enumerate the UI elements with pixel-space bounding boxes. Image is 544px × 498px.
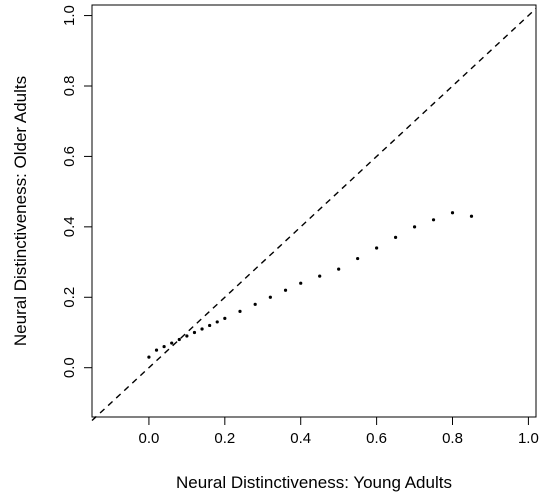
scatter-point	[375, 246, 379, 250]
scatter-point	[170, 341, 174, 345]
x-axis-label: Neural Distinctiveness: Young Adults	[176, 473, 452, 492]
scatter-point	[177, 337, 181, 342]
scatter-point	[200, 327, 204, 331]
x-tick-label: 0.4	[290, 430, 311, 447]
y-tick-label: 0.0	[61, 357, 78, 378]
scatter-point	[238, 309, 242, 313]
scatter-point	[154, 348, 159, 352]
scatter-point	[393, 235, 398, 240]
y-axis: 0.0 0.2 0.4 0.6 0.8 1.0	[61, 5, 92, 378]
plot-frame	[91, 4, 537, 418]
x-tick-label: 0.0	[138, 430, 159, 447]
x-axis: 0.0 0.2 0.4 0.6 0.8 1.0	[138, 417, 539, 447]
scatter-point	[318, 274, 322, 278]
identity-reference-line	[91, 8, 537, 422]
x-tick-label: 0.8	[442, 430, 463, 447]
scatter-point	[162, 344, 166, 349]
y-tick-label: 1.0	[61, 5, 78, 26]
scatter-point	[469, 214, 474, 218]
scatter-point	[356, 256, 360, 261]
scatter-point	[337, 267, 341, 271]
scatter-point	[299, 281, 303, 285]
scatter-point	[215, 320, 219, 324]
y-tick-label: 0.6	[61, 146, 78, 167]
scatter-point	[223, 316, 227, 321]
scatter-point	[147, 355, 151, 359]
scatter-point	[192, 330, 197, 335]
scatter-point	[283, 288, 288, 292]
scatter-points	[147, 211, 474, 359]
scatter-point	[268, 295, 272, 299]
scatter-point	[450, 211, 455, 215]
y-axis-label: Neural Distinctiveness: Older Adults	[11, 76, 30, 346]
x-tick-label: 0.6	[366, 430, 387, 447]
y-tick-label: 0.2	[61, 287, 78, 308]
scatter-point	[185, 334, 189, 338]
scatter-point	[431, 218, 436, 222]
x-tick-label: 0.2	[214, 430, 235, 447]
y-tick-label: 0.8	[61, 76, 78, 97]
scatter-point	[412, 225, 417, 229]
scatter-point	[253, 302, 257, 306]
y-tick-label: 0.4	[61, 216, 78, 237]
scatter-point	[208, 323, 212, 328]
x-tick-label: 1.0	[518, 430, 539, 447]
